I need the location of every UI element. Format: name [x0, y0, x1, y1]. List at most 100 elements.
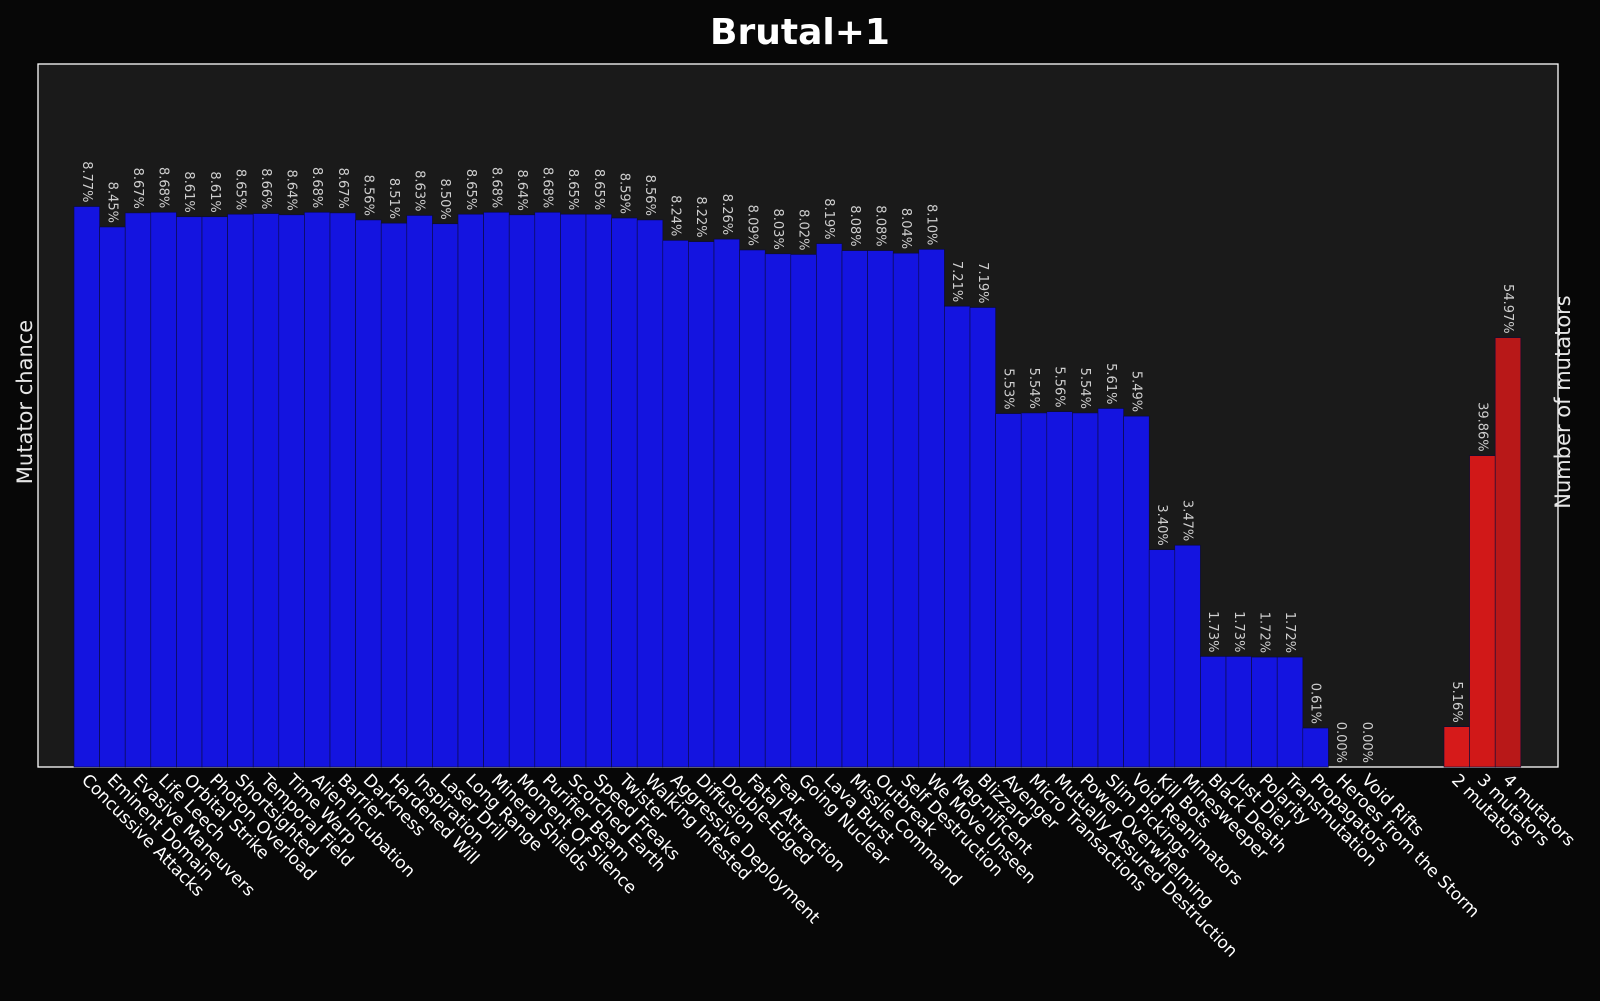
mutator-bar	[713, 238, 740, 768]
mutator-value-label: 5.61%	[1103, 363, 1118, 404]
mutator-value-label: 7.21%	[949, 261, 964, 302]
mutator-bar	[1046, 411, 1073, 768]
mutator-bar	[790, 254, 817, 768]
mutator-bar	[662, 240, 689, 768]
mutator-bar	[534, 211, 561, 768]
mutator-value-label: 8.24%	[668, 195, 683, 236]
mutator-value-label: 8.22%	[693, 196, 708, 237]
mutator-value-label: 8.51%	[386, 178, 401, 219]
mutator-value-label: 8.61%	[181, 171, 196, 212]
mutator-value-label: 8.64%	[514, 170, 529, 211]
mutator-value-label: 8.65%	[565, 169, 580, 210]
mutator-value-label: 1.72%	[1256, 612, 1271, 653]
mutator-value-label: 8.02%	[796, 209, 811, 250]
mutator-bar	[1174, 544, 1201, 768]
mutator-value-label: 8.56%	[360, 175, 375, 216]
mutator-bar	[457, 213, 484, 768]
mutator-value-label: 8.67%	[335, 168, 350, 209]
mutator-value-label: 7.19%	[975, 262, 990, 303]
mutator-bar	[1302, 727, 1329, 768]
mutator-value-label: 5.56%	[1052, 366, 1067, 407]
mutator-bar	[918, 249, 945, 768]
mutator-value-label: 8.26%	[719, 194, 734, 235]
mutator-value-label: 1.72%	[1282, 612, 1297, 653]
mutator-value-label: 8.65%	[463, 169, 478, 210]
count-value-label: 39.86%	[1474, 402, 1489, 452]
mutator-bar	[764, 253, 792, 768]
mutator-bar	[73, 206, 100, 768]
mutator-bar	[816, 243, 843, 768]
mutator-bar	[355, 219, 382, 768]
mutator-value-label: 8.67%	[130, 168, 145, 209]
mutator-value-label: 1.73%	[1205, 611, 1220, 652]
mutator-bar	[1148, 549, 1176, 768]
mutator-bar	[1072, 412, 1099, 768]
mutator-value-label: 8.63%	[412, 170, 427, 211]
mutator-bar	[636, 219, 664, 768]
mutator-bar	[1123, 415, 1150, 768]
mutator-bar	[944, 305, 971, 768]
mutator-bar	[432, 223, 459, 768]
mutator-bar	[867, 250, 894, 768]
mutator-value-label: 8.65%	[232, 169, 247, 210]
mutator-bar	[483, 211, 510, 768]
mutator-bar	[150, 211, 177, 768]
mutator-value-label: 0.61%	[1308, 683, 1323, 724]
count-bar	[1494, 337, 1522, 768]
mutator-value-label: 8.08%	[872, 205, 887, 246]
count-value-label: 54.97%	[1500, 284, 1515, 334]
mutator-value-label: 8.09%	[744, 205, 759, 246]
mutator-bar	[560, 213, 587, 768]
left-axis-label: Mutator chance	[13, 320, 37, 484]
mutator-value-label: 8.04%	[898, 208, 913, 249]
mutator-value-label: 8.68%	[540, 167, 555, 208]
mutator-bar	[99, 226, 126, 768]
chart-title: Brutal+1	[710, 12, 890, 53]
mutator-value-label: 5.54%	[1026, 368, 1041, 409]
mutator-value-label: 5.53%	[1000, 368, 1015, 409]
mutator-value-label: 8.68%	[156, 167, 171, 208]
mutator-value-label: 8.68%	[488, 167, 503, 208]
mutator-value-label: 0.00%	[1359, 722, 1374, 763]
mutator-bar	[252, 213, 280, 768]
mutator-bar	[892, 252, 920, 768]
mutator-bar	[380, 222, 408, 768]
mutator-value-label: 0.00%	[1333, 722, 1348, 763]
mutator-bar	[1251, 656, 1278, 768]
mutator-bar	[329, 212, 356, 768]
mutator-bar	[227, 213, 254, 768]
mutator-value-label: 8.45%	[104, 182, 119, 223]
mutator-bar	[1020, 412, 1048, 768]
mutator-bar	[278, 214, 305, 768]
count-value-label: 5.16%	[1449, 681, 1464, 722]
mutator-bar	[1276, 656, 1304, 768]
mutator-bar	[406, 215, 433, 768]
mutator-bar	[611, 217, 638, 768]
mutator-value-label: 8.50%	[437, 178, 452, 219]
count-bar	[1443, 726, 1470, 768]
mutator-bar	[1225, 656, 1252, 768]
mutator-bar	[688, 241, 715, 768]
mutator-bar	[176, 216, 203, 768]
mutator-bar	[841, 250, 868, 768]
mutator-value-label: 5.49%	[1128, 371, 1143, 412]
mutator-value-label: 8.77%	[79, 161, 94, 202]
mutator-value-label: 5.54%	[1077, 368, 1092, 409]
mutator-value-label: 8.03%	[770, 208, 785, 249]
mutator-bar	[508, 214, 536, 768]
mutator-bar	[739, 249, 766, 768]
mutator-value-label: 8.66%	[258, 168, 273, 209]
mutator-bar	[201, 216, 228, 768]
mutator-bar	[995, 413, 1022, 768]
right-axis-label: Number of mutators	[1551, 295, 1575, 508]
mutator-value-label: 3.40%	[1154, 504, 1169, 545]
mutator-bar	[585, 213, 612, 768]
mutator-bar	[1200, 656, 1227, 768]
mutator-value-label: 8.08%	[847, 205, 862, 246]
bar-layer: 8.77% 8.45% 8.67% 8.68% 8.61% 8.61% 8.65% 8.66%…	[73, 161, 1522, 768]
mutator-bar	[304, 211, 331, 768]
mutator-value-label: 8.64%	[284, 170, 299, 211]
mutator-value-label: 8.65%	[591, 169, 606, 210]
